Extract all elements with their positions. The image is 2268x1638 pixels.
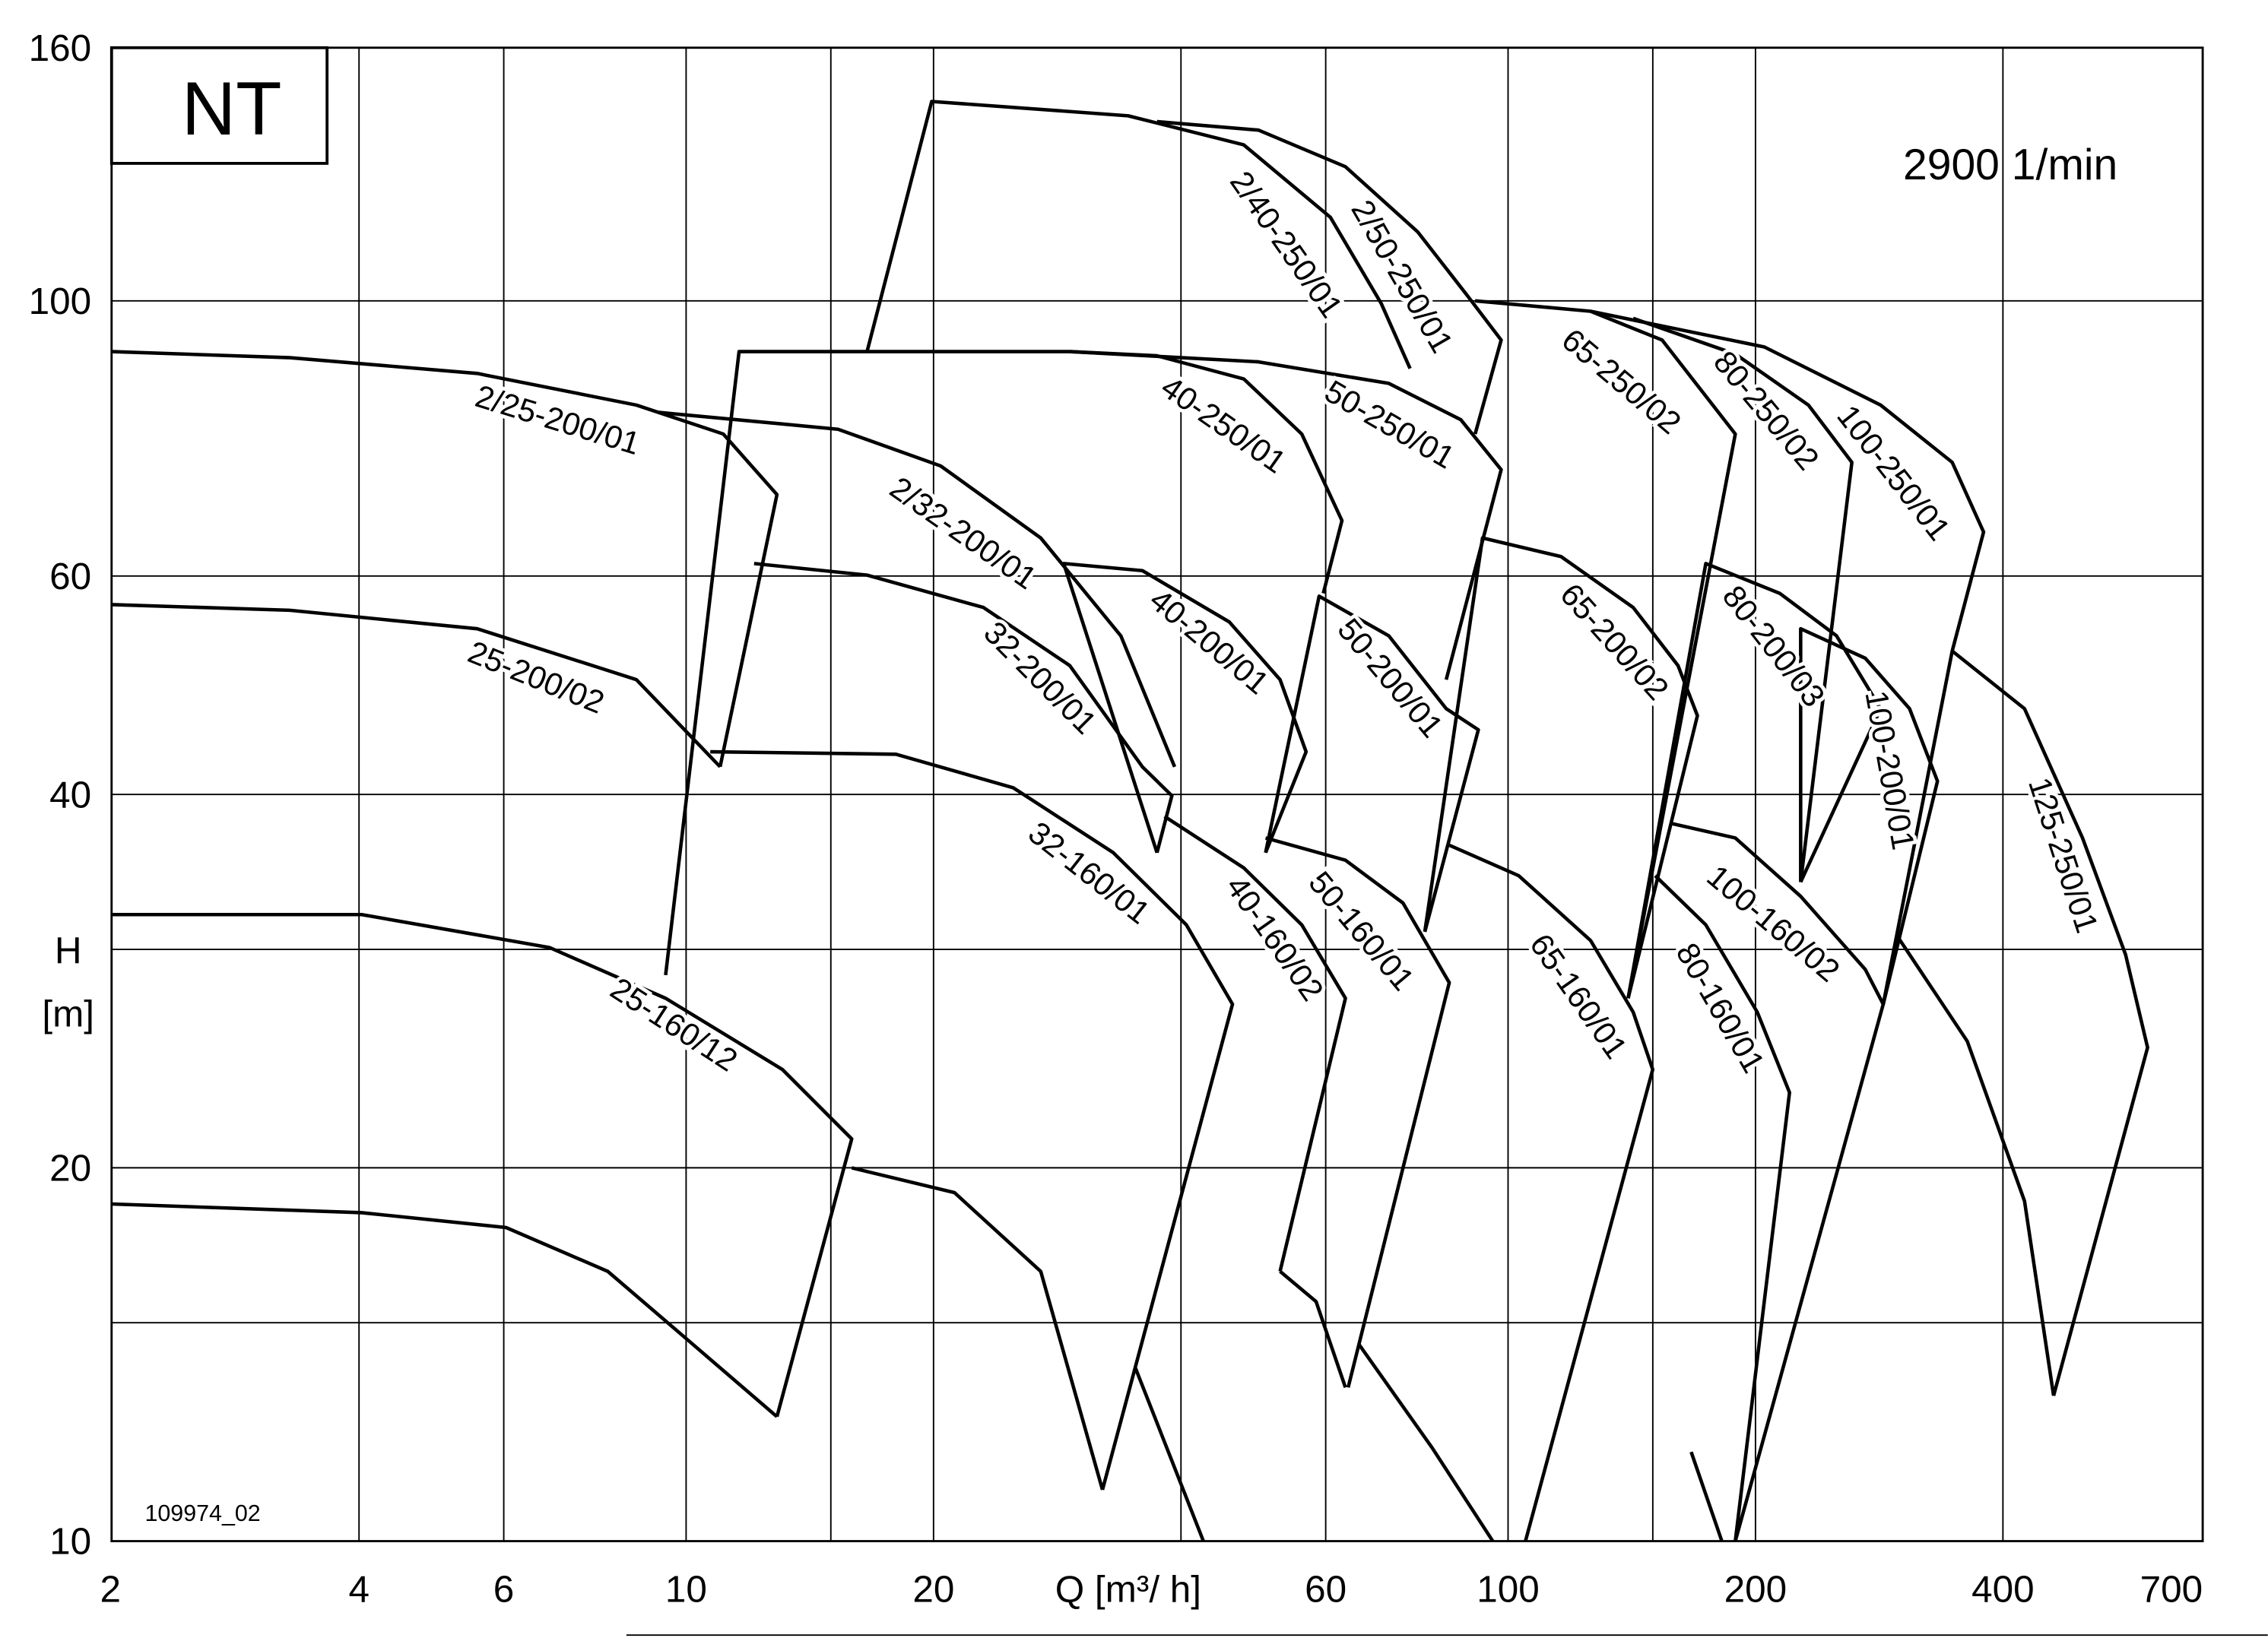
- pump-curve: [1951, 649, 2149, 1396]
- y-axis-label: [m]: [42, 993, 94, 1034]
- y-axis-label: H: [55, 930, 82, 971]
- pump-curve: [1654, 874, 1791, 1541]
- pump-curve: [1061, 562, 1308, 854]
- x-tick-label: 10: [665, 1568, 707, 1610]
- pump-curve: [1896, 936, 2056, 1396]
- pump-curve: [111, 350, 779, 768]
- drawing-code: 109974_02: [144, 1500, 260, 1526]
- title-box: [109, 46, 329, 165]
- pump-curve: [1632, 316, 1854, 882]
- pump-curve: [111, 1202, 779, 1418]
- y-tick-label: 40: [49, 774, 91, 816]
- pump-curve: [1163, 815, 1347, 1272]
- y-tick-label: 100: [29, 280, 91, 322]
- pump-curve: [710, 749, 1235, 1491]
- x-tick-label: 20: [912, 1568, 954, 1610]
- x-tick-label: 60: [1305, 1568, 1347, 1610]
- y-tick-label: 60: [49, 556, 91, 597]
- pump-curve: [1357, 1343, 1495, 1542]
- x-tick-label: 6: [493, 1568, 515, 1610]
- chart-title: NT: [182, 66, 282, 150]
- pump-curve: [1670, 822, 1886, 1542]
- pump-curve: [1279, 1269, 1347, 1389]
- pump-curve: [1689, 1451, 1724, 1542]
- pump-curve: [1134, 1367, 1205, 1542]
- y-tick-label: 20: [49, 1147, 91, 1189]
- pump-curve: [664, 350, 1071, 976]
- pump-curve: [1423, 536, 1699, 999]
- x-tick-label: 100: [1477, 1568, 1539, 1610]
- pump-curve: [753, 562, 1174, 854]
- pump-curve: [1264, 594, 1480, 933]
- x-tick-label: 200: [1724, 1568, 1787, 1610]
- y-tick-label: 10: [49, 1521, 91, 1563]
- plot-frame: [110, 46, 2204, 1542]
- x-axis-label: Q [m³/ h]: [1055, 1568, 1201, 1610]
- pump-curve: [1069, 350, 1503, 680]
- pump-curve: [1264, 836, 1451, 1388]
- pump-curve: [1799, 626, 1940, 1005]
- pump-curve: [865, 100, 1412, 369]
- pump-curve: [1626, 562, 1883, 999]
- x-tick-label: 700: [2140, 1568, 2203, 1610]
- pump-curve: [658, 410, 1177, 768]
- curves: [111, 100, 2149, 1542]
- x-tick-label: 4: [348, 1568, 370, 1610]
- pump-curve: [111, 912, 854, 1418]
- pump-curve: [111, 603, 722, 768]
- x-tick-label: 2: [100, 1568, 122, 1610]
- pump-curve: [1448, 843, 1655, 1542]
- y-tick-label: 160: [29, 27, 91, 69]
- x-tick-label: 400: [1971, 1568, 2034, 1610]
- pump-curve: [851, 1166, 1105, 1491]
- speed-label: 2900 1/min: [1903, 141, 2117, 189]
- pump-curve: [1474, 299, 1737, 999]
- pump-curve: [1156, 119, 1503, 435]
